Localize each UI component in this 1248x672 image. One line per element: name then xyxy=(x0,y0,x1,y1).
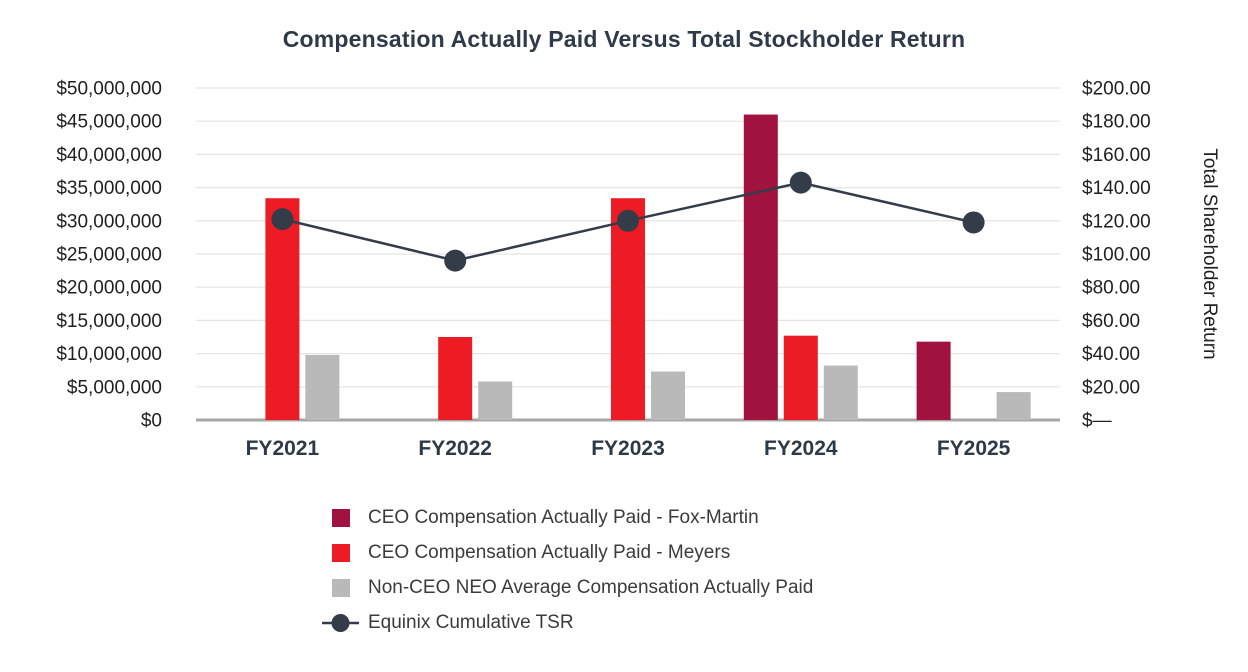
bar-non-ceo-neo-average-compensation-actually-paid-FY2024 xyxy=(823,365,858,420)
legend-item-non-ceo-neo-average-compensation-actually-paid: Non-CEO NEO Average Compensation Actuall… xyxy=(322,570,813,605)
legend-color-swatch xyxy=(331,578,350,597)
right-axis-tick-label: $200.00 xyxy=(1082,79,1151,100)
left-axis-tick-label: $35,000,000 xyxy=(56,178,162,199)
right-axis-tick-label: $180.00 xyxy=(1082,112,1151,133)
bar-fox-martin-FY2025 xyxy=(916,341,951,420)
legend-label: CEO Compensation Actually Paid - Meyers xyxy=(368,541,731,563)
tsr-point-FY2024 xyxy=(789,171,812,194)
left-axis-tick-label: $0 xyxy=(141,411,162,432)
bar-meyers-FY2023 xyxy=(611,198,645,420)
legend-color-swatch xyxy=(331,508,350,527)
bar-meyers-FY2021 xyxy=(265,198,300,420)
tsr-point-FY2025 xyxy=(962,211,985,234)
tsr-point-FY2023 xyxy=(617,209,639,232)
x-axis-label-fy2023: FY2023 xyxy=(591,437,665,460)
bar-non-ceo-neo-average-compensation-actually-paid-FY2022 xyxy=(478,381,513,420)
left-axis-tick-label: $5,000,000 xyxy=(67,377,162,398)
right-axis-tick-label: $140.00 xyxy=(1082,178,1151,199)
left-axis-tick-label: $40,000,000 xyxy=(56,145,162,166)
right-axis-title: Total Shareholder Return xyxy=(1199,148,1220,359)
right-axis-tick-label: $160.00 xyxy=(1082,145,1151,166)
right-axis-tick-label: $60.00 xyxy=(1082,311,1140,332)
bar-meyers-FY2024 xyxy=(783,335,818,420)
chart-legend: CEO Compensation Actually Paid - Fox-Mar… xyxy=(322,500,813,640)
tsr-point-FY2022 xyxy=(444,249,467,272)
bar-fox-martin-FY2024 xyxy=(743,114,778,420)
x-axis-label-fy2024: FY2024 xyxy=(764,437,838,460)
right-axis-tick-label: $— xyxy=(1082,411,1112,432)
legend-item-equinix-cumulative-tsr: Equinix Cumulative TSR xyxy=(322,605,813,640)
legend-line-dot-icon xyxy=(322,613,359,632)
bar-non-ceo-neo-average-compensation-actually-paid-FY2025 xyxy=(996,392,1031,420)
legend-item-ceo-compensation-actually-paid-meyers: CEO Compensation Actually Paid - Meyers xyxy=(322,535,813,570)
left-axis-tick-label: $25,000,000 xyxy=(56,245,162,266)
left-axis-tick-label: $50,000,000 xyxy=(56,79,162,100)
left-axis-tick-label: $15,000,000 xyxy=(56,311,162,332)
right-axis-tick-label: $100.00 xyxy=(1082,245,1151,266)
legend-label: CEO Compensation Actually Paid - Fox-Mar… xyxy=(368,506,759,528)
legend-line-marker-icon xyxy=(322,612,359,634)
right-axis-tick-label: $120.00 xyxy=(1082,211,1151,232)
legend-swatch-icon xyxy=(322,507,359,529)
x-axis-label-fy2025: FY2025 xyxy=(937,437,1011,460)
left-axis-tick-label: $10,000,000 xyxy=(56,344,162,365)
legend-label: Non-CEO NEO Average Compensation Actuall… xyxy=(368,576,814,598)
x-axis-label-fy2021: FY2021 xyxy=(246,437,320,460)
left-axis-tick-label: $45,000,000 xyxy=(56,112,162,133)
legend-swatch-icon xyxy=(322,542,359,564)
chart-title: Compensation Actually Paid Versus Total … xyxy=(282,26,966,52)
x-axis-label-fy2022: FY2022 xyxy=(418,437,492,460)
right-axis-tick-label: $20.00 xyxy=(1082,377,1140,398)
chart-canvas: $0 $5,000,000 $10,000,000 $15,000,000 $20,00… xyxy=(56,79,1220,461)
bar-meyers-FY2022 xyxy=(438,337,473,420)
right-axis-tick-label: $80.00 xyxy=(1082,278,1140,299)
legend-item-ceo-compensation-actually-paid-fox-martin: CEO Compensation Actually Paid - Fox-Mar… xyxy=(322,500,813,535)
legend-label: Equinix Cumulative TSR xyxy=(368,611,574,633)
bar-non-ceo-neo-average-compensation-actually-paid-FY2021 xyxy=(305,354,340,420)
right-axis-tick-label: $40.00 xyxy=(1082,344,1140,365)
left-axis-tick-label: $20,000,000 xyxy=(56,278,162,299)
left-axis-tick-label: $30,000,000 xyxy=(56,211,162,232)
tsr-point-FY2021 xyxy=(271,208,294,231)
bar-non-ceo-neo-average-compensation-actually-paid-FY2023 xyxy=(651,371,685,420)
legend-color-swatch xyxy=(331,543,350,562)
legend-swatch-icon xyxy=(322,577,359,599)
